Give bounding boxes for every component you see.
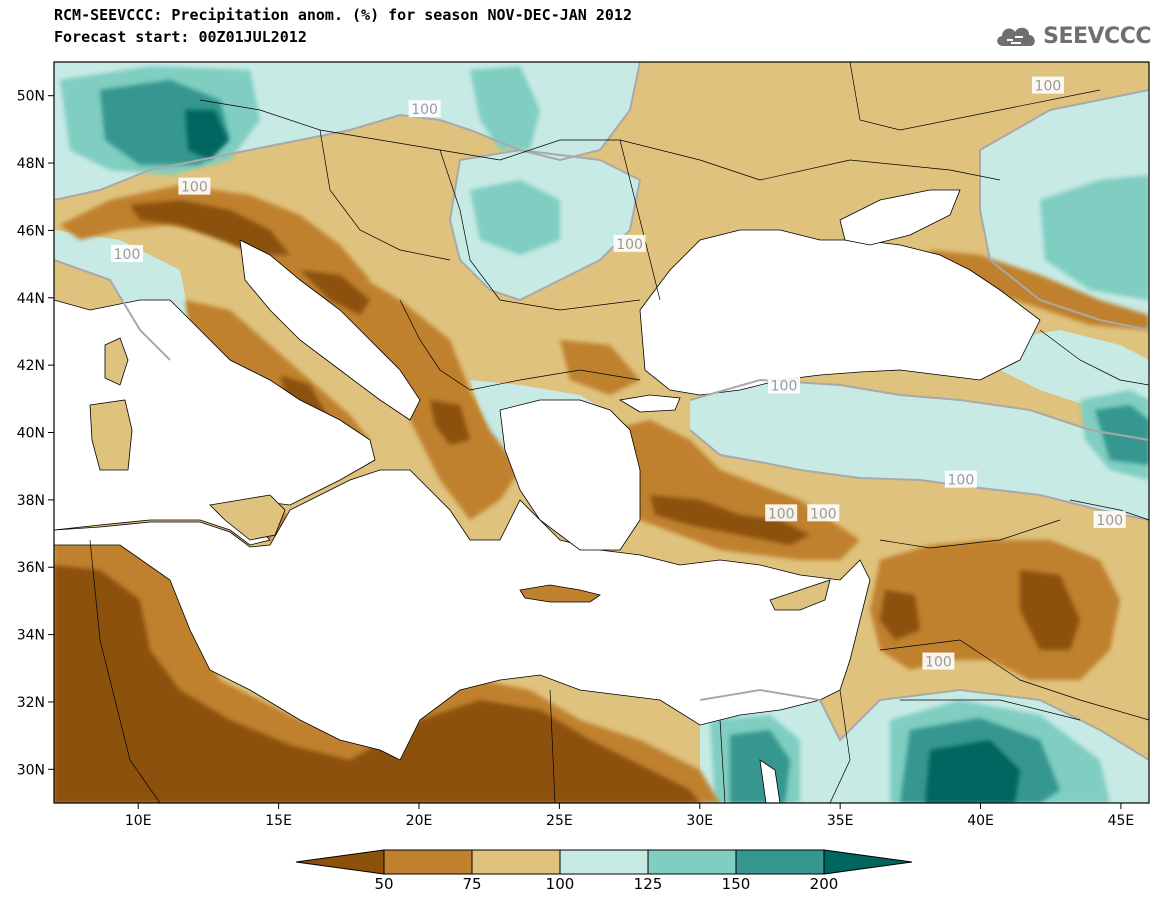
contour-label: 100 [1035, 79, 1062, 95]
field-125-150-carpathia [470, 180, 560, 255]
sea-azov [839, 189, 961, 246]
contour-label: 100 [768, 506, 795, 522]
colorbar-label: 150 [722, 875, 751, 893]
field-gt200-nw [185, 110, 228, 160]
field-gt200-arabia [925, 740, 1020, 803]
longitude-axis: 10E 15E 20E 25E 30E 35E 40E 45E [125, 803, 1134, 829]
lon-tick-label: 45E [1108, 813, 1135, 829]
contour-label: 100 [925, 655, 952, 671]
contour-labels: 100 100 100 100 100 100 100 100 100 100 100 [111, 76, 1126, 671]
island-sicily [209, 494, 286, 541]
colorbar-segment [559, 849, 649, 875]
lon-tick-label: 15E [265, 813, 292, 829]
contour-label-bg [1093, 511, 1126, 529]
lat-tick-label: 42N [17, 358, 45, 374]
field-125-150-east [1040, 175, 1149, 300]
field-lt50-greece [430, 400, 470, 445]
field-lt50-alps [130, 200, 290, 255]
contour-label: 100 [114, 247, 141, 263]
lon-tick-label: 10E [125, 813, 152, 829]
lon-tick-label: 25E [546, 813, 573, 829]
lat-tick-label: 36N [17, 560, 45, 576]
contour-label-bg [1031, 76, 1064, 94]
sea-red-gulf [759, 759, 781, 803]
contour-label-bg [768, 376, 800, 394]
colorbar-segment [735, 849, 825, 875]
contour-label: 100 [948, 473, 975, 489]
sea-marmara [618, 394, 681, 413]
island-cyprus [769, 579, 831, 611]
lon-tick-label: 40E [967, 813, 994, 829]
contour-label: 100 [771, 378, 798, 394]
colorbar-segment [647, 849, 737, 875]
field-125-150-poland [470, 66, 540, 150]
contour-label: 100 [411, 102, 438, 118]
lat-tick-label: 32N [17, 695, 45, 711]
lat-tick-label: 40N [17, 426, 45, 442]
lon-tick-label: 20E [406, 813, 433, 829]
country-borders [89, 62, 1149, 803]
logo-text: SEEVCCC [1043, 23, 1151, 49]
field-50-75-bulgaria [560, 340, 640, 395]
colorbar-lt50 [295, 849, 385, 875]
contour-label-bg [922, 652, 955, 670]
lat-tick-label: 50N [17, 89, 45, 105]
colorbar: 50 75 100 125 150 200 [295, 849, 913, 893]
sea-aegean [499, 399, 641, 551]
field-lt50-syria [1020, 570, 1080, 650]
colorbar-gt200 [823, 849, 913, 875]
lon-tick-label: 35E [827, 813, 854, 829]
contour-label: 100 [1096, 513, 1123, 529]
colorbar-label: 100 [546, 875, 575, 893]
contour-label-bg [111, 244, 143, 262]
map-title: RCM-SEEVCCC: Precipitation anom. (%) for… [54, 6, 632, 24]
contour-label: 100 [810, 506, 837, 522]
contour-label: 100 [181, 180, 208, 196]
lat-tick-label: 44N [17, 291, 45, 307]
field-lt50-africa [54, 565, 700, 803]
lon-tick-label: 30E [686, 813, 713, 829]
island-sardinia [89, 399, 133, 471]
colorbar-label: 75 [462, 875, 481, 893]
field-lt50-syria-w [880, 590, 920, 640]
field-50-75-caucasus-n [930, 250, 1149, 330]
colorbar-segment [471, 849, 561, 875]
lat-tick-label: 38N [17, 493, 45, 509]
colorbar-label: 200 [810, 875, 839, 893]
sea-mediterranean [54, 299, 376, 546]
contour-label-bg [944, 470, 977, 488]
contour-label: 100 [616, 237, 643, 253]
colorbar-segment [383, 849, 473, 875]
lat-tick-label: 34N [17, 628, 45, 644]
sea-black [639, 229, 1041, 396]
cloud-logo-icon [997, 27, 1035, 46]
contour-label-bg [807, 504, 840, 522]
seevccc-logo: SEEVCCC [993, 22, 1151, 50]
contour-label-bg [178, 177, 211, 195]
forecast-start: Forecast start: 00Z01JUL2012 [54, 28, 307, 46]
field-50-75-anatolia [610, 420, 860, 560]
field-lt50-anatolia [650, 495, 810, 545]
field-100-125-anatolia [690, 380, 1149, 520]
map-field [54, 62, 1149, 803]
colorbar-label: 125 [634, 875, 663, 893]
lat-tick-label: 46N [17, 223, 45, 239]
contour-label-bg [765, 504, 798, 522]
sea-adriatic [239, 239, 421, 421]
lat-tick-label: 30N [17, 762, 45, 778]
island-crete [519, 584, 601, 603]
sea-mediterranean-main [54, 469, 871, 761]
island-corsica [104, 337, 129, 386]
contour-label-bg [408, 100, 441, 118]
latitude-axis: 30N 32N 34N 36N 38N 40N 42N 44N 46N 48N 50N [17, 89, 54, 778]
contour-label-bg [613, 234, 646, 252]
field-lt50-balkans [300, 270, 370, 315]
colorbar-label: 50 [374, 875, 393, 893]
lat-tick-label: 48N [17, 156, 45, 172]
